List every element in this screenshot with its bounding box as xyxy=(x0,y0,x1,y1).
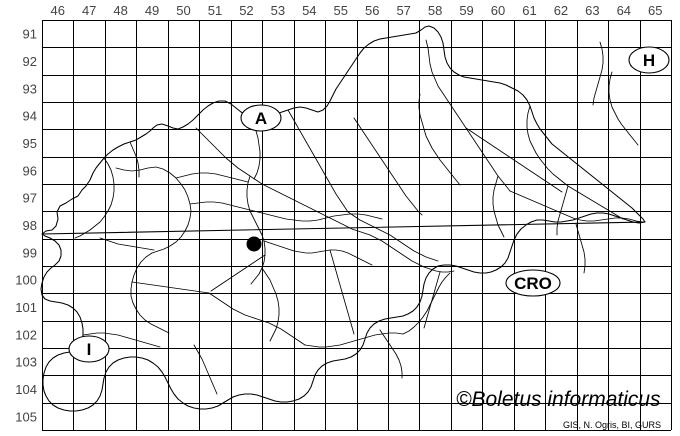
internal-boundaries xyxy=(74,39,644,395)
y-axis-tick-label: 101 xyxy=(15,300,37,315)
x-axis-tick-label: 58 xyxy=(428,3,442,18)
x-axis-tick-label: 53 xyxy=(271,3,285,18)
y-axis-tick-label: 91 xyxy=(23,27,37,42)
x-axis-tick-label: 55 xyxy=(334,3,348,18)
y-axis-labels: 91 92 93 94 95 96 97 98 99 100 101 102 103 104 105 xyxy=(15,27,37,425)
x-axis-tick-label: 62 xyxy=(554,3,568,18)
country-label-italy: I xyxy=(68,335,110,363)
x-axis-tick-label: 50 xyxy=(176,3,190,18)
y-axis-tick-label: 93 xyxy=(23,81,37,96)
country-label-ellipse xyxy=(240,104,282,132)
x-axis-tick-label: 65 xyxy=(648,3,662,18)
x-axis-tick-label: 47 xyxy=(82,3,96,18)
y-axis-tick-label: 92 xyxy=(23,54,37,69)
y-axis-tick-label: 95 xyxy=(23,136,37,151)
country-label-austria: A xyxy=(240,104,282,132)
x-axis-tick-label: 64 xyxy=(617,3,631,18)
country-code-text: H xyxy=(643,51,655,70)
country-label-ellipse xyxy=(505,269,561,297)
y-axis-tick-label: 96 xyxy=(23,163,37,178)
x-axis-tick-label: 59 xyxy=(459,3,473,18)
y-axis-tick-label: 99 xyxy=(23,245,37,260)
credit-label: GIS, N. Ogris, BI, GURS xyxy=(563,420,661,430)
x-axis-tick-label: 46 xyxy=(50,3,64,18)
x-axis-tick-label: 56 xyxy=(365,3,379,18)
x-axis-labels: 46 47 48 49 50 51 52 53 54 55 56 57 58 59 60 61 62 63 64 65 xyxy=(50,3,662,18)
x-axis-tick-label: 61 xyxy=(522,3,536,18)
country-code-labels: A H I CRO xyxy=(68,46,670,363)
utm-grid xyxy=(42,20,672,431)
x-axis-tick-label: 57 xyxy=(396,3,410,18)
country-label-hungary: H xyxy=(628,46,670,74)
x-axis-tick-label: 48 xyxy=(113,3,127,18)
x-axis-tick-label: 52 xyxy=(239,3,253,18)
y-axis-tick-label: 105 xyxy=(15,409,37,424)
country-code-text: A xyxy=(255,109,267,128)
copyright-label: ©Boletus informaticus xyxy=(456,388,661,411)
country-label-ellipse xyxy=(68,335,110,363)
x-axis-tick-label: 54 xyxy=(302,3,316,18)
country-code-text: CRO xyxy=(514,274,552,293)
y-axis-tick-label: 103 xyxy=(15,355,37,370)
occurrence-point-marker[interactable] xyxy=(246,236,262,252)
x-axis-tick-label: 60 xyxy=(491,3,505,18)
y-axis-tick-label: 102 xyxy=(15,327,37,342)
occurrence-markers[interactable] xyxy=(246,236,262,252)
country-label-ellipse xyxy=(628,46,670,74)
country-code-text: I xyxy=(87,340,92,359)
y-axis-tick-label: 104 xyxy=(15,382,37,397)
y-axis-tick-label: 98 xyxy=(23,218,37,233)
slovenia-outline xyxy=(40,25,646,412)
x-axis-tick-label: 63 xyxy=(585,3,599,18)
country-label-croatia: CRO xyxy=(505,269,561,297)
y-axis-tick-label: 97 xyxy=(23,191,37,206)
y-axis-tick-label: 94 xyxy=(23,109,37,124)
x-axis-tick-label: 51 xyxy=(208,3,222,18)
x-axis-tick-label: 49 xyxy=(145,3,159,18)
y-axis-tick-label: 100 xyxy=(15,273,37,288)
